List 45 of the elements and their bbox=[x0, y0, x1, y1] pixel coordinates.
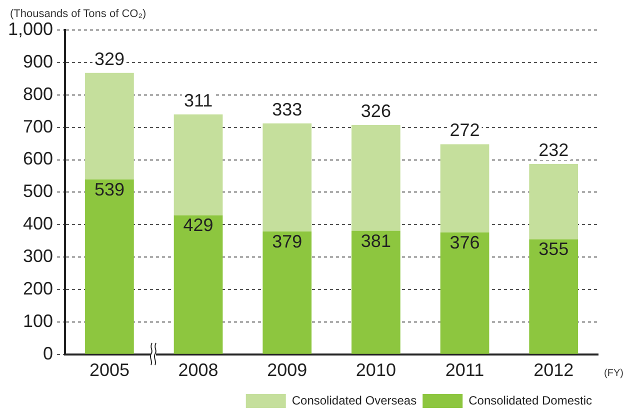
legend-label: Consolidated Overseas bbox=[292, 393, 417, 408]
bar bbox=[174, 114, 223, 216]
x-tick-label: 2011 bbox=[445, 360, 484, 380]
data-label: 376 bbox=[450, 232, 480, 252]
x-tick-label: 2009 bbox=[267, 360, 308, 380]
y-tick-label: 1,000 bbox=[8, 18, 54, 39]
x-tick-label: 2005 bbox=[89, 360, 130, 380]
y-tick-label: 300 bbox=[22, 246, 54, 266]
data-label: 311 bbox=[184, 90, 213, 110]
bar bbox=[529, 164, 578, 240]
data-label: 379 bbox=[272, 231, 302, 252]
bar bbox=[529, 239, 578, 354]
bar bbox=[85, 180, 134, 354]
bar bbox=[262, 123, 312, 232]
y-tick-label: 800 bbox=[22, 84, 54, 104]
data-label: 272 bbox=[450, 120, 480, 140]
data-label: 539 bbox=[94, 180, 124, 200]
bar bbox=[262, 231, 312, 354]
y-axis-title: (Thousands of Tons of CO₂) bbox=[10, 8, 146, 20]
data-label: 329 bbox=[94, 48, 124, 69]
y-tick-label: 600 bbox=[22, 148, 54, 169]
data-label: 326 bbox=[360, 101, 391, 122]
data-label: 429 bbox=[183, 215, 214, 236]
y-tick-label: 500 bbox=[22, 181, 54, 202]
x-tick-label: 2010 bbox=[356, 360, 396, 380]
data-label: 381 bbox=[360, 230, 391, 251]
y-tick-label: 0 bbox=[43, 343, 54, 364]
y-tick-label: 900 bbox=[22, 51, 54, 72]
bar bbox=[174, 215, 223, 354]
bar bbox=[352, 125, 400, 231]
x-tick-label: 2012 bbox=[534, 360, 574, 380]
y-tick-label: 200 bbox=[22, 278, 54, 298]
legend-label: Consolidated Domestic bbox=[468, 393, 592, 408]
y-tick-label: 400 bbox=[22, 214, 54, 234]
bar bbox=[440, 232, 490, 354]
data-label: 333 bbox=[272, 99, 302, 120]
data-label: 355 bbox=[538, 239, 569, 260]
y-tick-label: 100 bbox=[22, 310, 54, 331]
bar bbox=[440, 144, 490, 232]
x-axis-title: (FY) bbox=[604, 368, 624, 380]
y-tick-label: 700 bbox=[22, 116, 54, 136]
bar bbox=[352, 230, 400, 354]
bar bbox=[85, 72, 134, 180]
x-tick-label: 2008 bbox=[178, 360, 218, 380]
data-label: 232 bbox=[538, 140, 569, 160]
